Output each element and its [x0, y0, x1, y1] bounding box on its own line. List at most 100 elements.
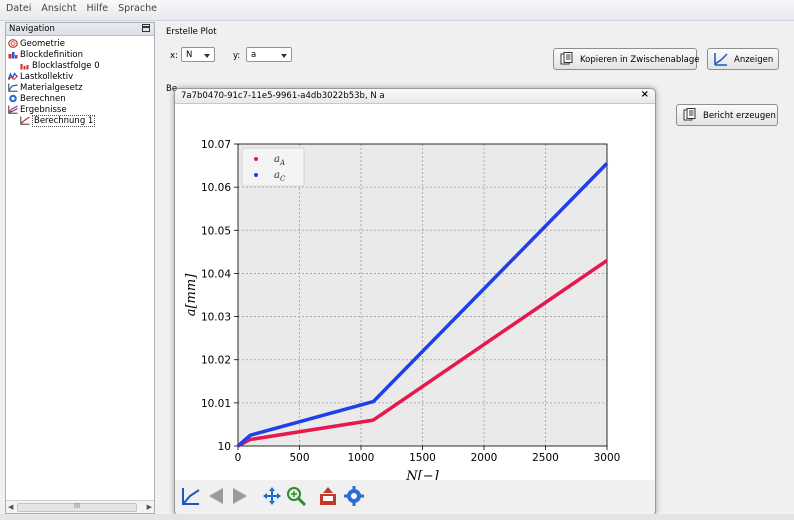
y-axis-label: a[mm]	[184, 273, 199, 316]
restore-icon[interactable]	[142, 24, 150, 32]
report-section-label: Be	[166, 84, 178, 94]
material-law-icon	[8, 83, 20, 93]
x-axis-label: x:	[170, 51, 178, 61]
x-tick-label: 500	[289, 452, 309, 464]
nav-item-label: Materialgesetz	[20, 83, 83, 93]
nav-item-label: Blocklastfolge 0	[32, 61, 100, 71]
plot-toolbar	[175, 482, 655, 510]
plot-icon	[714, 53, 728, 66]
scrollbar-thumb[interactable]: III	[17, 502, 137, 512]
y-tick-label: 10.05	[201, 225, 231, 237]
back-icon[interactable]	[205, 485, 227, 507]
nav-item-label: Berechnung 1	[32, 115, 96, 127]
plot-frame	[237, 143, 608, 447]
copy-to-clipboard-label: Kopieren in Zwischenablage	[580, 55, 700, 65]
x-tick-label: 0	[235, 452, 242, 464]
y-tick-label: 10.03	[201, 312, 231, 324]
y-tick-label: 10	[218, 441, 231, 453]
gear-icon	[8, 94, 20, 104]
window-frame-bottom	[0, 514, 794, 520]
nav-item-lastkollektiv[interactable]: Lastkollektiv	[8, 72, 100, 83]
x-axis-select-value: N	[186, 50, 193, 60]
nav-item-label: Berechnen	[20, 94, 66, 104]
configure-icon[interactable]	[343, 485, 365, 507]
copy-to-clipboard-button[interactable]: Kopieren in Zwischenablage	[553, 48, 700, 70]
x-tick-label: 2500	[532, 452, 559, 464]
menu-ansicht[interactable]: Ansicht	[41, 3, 77, 14]
x-axis-label: N[−]	[405, 469, 439, 480]
nav-item-berechnung-1[interactable]: Berechnung 1	[8, 115, 100, 127]
block-load-sequence-icon	[20, 61, 32, 71]
y-axis-select-value: a	[251, 50, 257, 60]
legend-label-a-c: aC	[274, 170, 286, 183]
chevron-down-icon	[281, 54, 287, 58]
forward-icon[interactable]	[229, 485, 251, 507]
legend-marker-a-c	[254, 173, 258, 177]
legend-label-a-a: aA	[274, 154, 285, 167]
nav-item-berechnen[interactable]: Berechnen	[8, 94, 100, 105]
clipboard-icon	[683, 108, 696, 121]
generate-report-label: Bericht erzeugen	[703, 111, 776, 121]
plot-window: 7a7b0470-91c7-11e5-9961-a4db3022b53b, N …	[174, 88, 656, 516]
nav-item-materialgesetz[interactable]: Materialgesetz	[8, 83, 100, 94]
navigation-tree: Geometrie Blockdefinition Blocklastfolge 0…	[8, 39, 100, 127]
nav-item-label: Lastkollektiv	[20, 72, 74, 82]
geometry-icon	[8, 39, 20, 49]
x-tick-label: 1000	[348, 452, 375, 464]
plot-area	[238, 144, 607, 446]
scroll-left-icon[interactable]: ◀	[8, 503, 14, 511]
results-icon	[8, 105, 20, 115]
plot-window-title-bar[interactable]: 7a7b0470-91c7-11e5-9961-a4db3022b53b, N …	[175, 89, 655, 104]
y-tick-label: 10.02	[201, 355, 231, 367]
x-axis-select[interactable]: N	[181, 47, 215, 62]
plot-canvas: 0 500 1000 1500 2000 2500 3000 10 10.01 10.02 10.0…	[175, 104, 655, 480]
y-tick-label: 10.01	[201, 398, 231, 410]
series-line-a-c	[236, 162, 609, 448]
pan-icon[interactable]	[261, 485, 283, 507]
nav-item-blocklastfolge-0[interactable]: Blocklastfolge 0	[8, 61, 100, 72]
block-definition-icon	[8, 50, 20, 60]
nav-item-label: Blockdefinition	[20, 50, 83, 60]
legend-label-subscript: C	[280, 175, 286, 183]
x-tick-label: 3000	[594, 452, 621, 464]
home-icon[interactable]	[180, 485, 202, 507]
horizontal-scrollbar[interactable]: ◀ III ▶	[6, 500, 154, 513]
nav-item-label: Geometrie	[20, 39, 65, 49]
close-icon[interactable]: ×	[640, 89, 649, 100]
chevron-down-icon	[204, 54, 210, 58]
generate-report-button[interactable]: Bericht erzeugen	[676, 104, 778, 126]
x-tick-label: 2000	[471, 452, 498, 464]
scroll-right-icon[interactable]: ▶	[146, 503, 152, 511]
save-icon[interactable]	[317, 485, 339, 507]
report-section: Be Bericht erzeugen	[160, 84, 785, 134]
nav-item-geometrie[interactable]: Geometrie	[8, 39, 100, 50]
nav-item-label: Ergebnisse	[20, 105, 67, 115]
menu-datei[interactable]: Datei	[6, 3, 32, 14]
nav-item-blockdefinition[interactable]: Blockdefinition	[8, 50, 100, 61]
load-spectrum-icon	[8, 72, 20, 82]
y-axis-label: y:	[233, 51, 241, 61]
navigation-panel: Navigation Geometrie Blockdefinition Block…	[5, 22, 155, 514]
legend-label-subscript: A	[279, 159, 285, 167]
legend-marker-a-a	[254, 157, 258, 161]
menu-bar: Datei Ansicht Hilfe Sprache	[0, 0, 794, 21]
legend-label-main: a	[274, 170, 280, 181]
y-tick-label: 10.04	[201, 268, 231, 280]
create-plot-title: Erstelle Plot	[166, 27, 217, 37]
line-chart: 0 500 1000 1500 2000 2500 3000 10 10.01 10.02 10.0…	[184, 139, 621, 480]
x-tick-label: 1500	[409, 452, 436, 464]
zoom-icon[interactable]	[285, 485, 307, 507]
y-tick-label: 10.06	[201, 182, 231, 194]
menu-hilfe[interactable]: Hilfe	[86, 3, 109, 14]
show-plot-label: Anzeigen	[734, 55, 774, 65]
clipboard-icon	[560, 52, 573, 65]
navigation-title-bar: Navigation	[6, 23, 154, 36]
create-plot-section: Erstelle Plot x: N y: a Kopieren in Zwis…	[160, 24, 785, 72]
scrollbar-grip: III	[73, 502, 81, 510]
legend-label-main: a	[274, 154, 280, 165]
nav-item-ergebnisse[interactable]: Ergebnisse	[8, 105, 100, 116]
show-plot-button[interactable]: Anzeigen	[707, 48, 779, 70]
plot-window-title: 7a7b0470-91c7-11e5-9961-a4db3022b53b, N …	[181, 91, 385, 101]
y-axis-select[interactable]: a	[246, 47, 292, 62]
menu-sprache[interactable]: Sprache	[118, 3, 157, 14]
